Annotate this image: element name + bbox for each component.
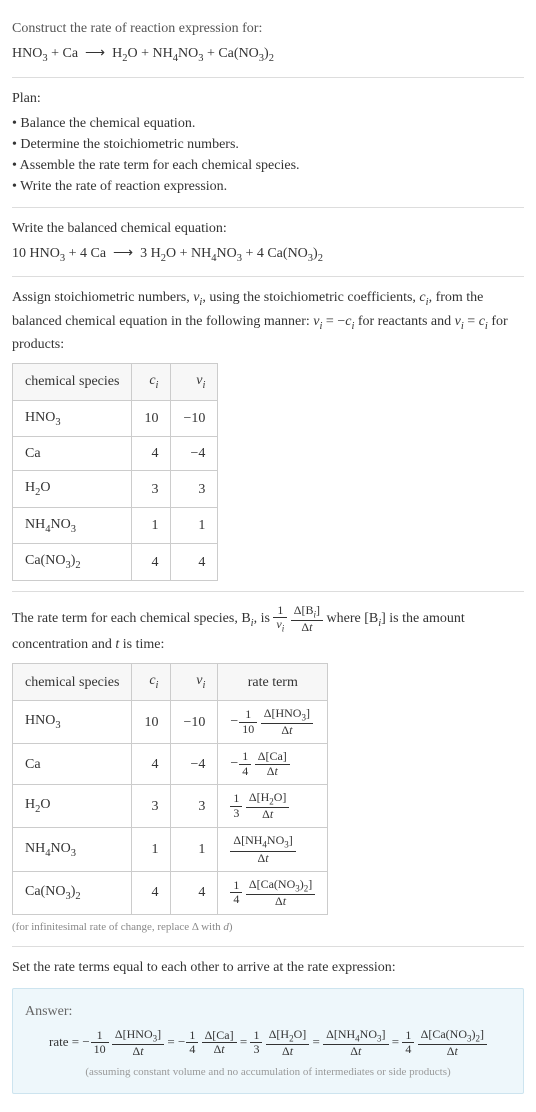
header-section: Construct the rate of reaction expressio… (12, 8, 524, 78)
cell-vi: −10 (171, 700, 218, 743)
answer-box: Answer: rate = −110 Δ[HNO3]Δt = −14 Δ[Ca… (12, 988, 524, 1094)
stoich-table-2: chemical species ci νi rate term HNO310−… (12, 663, 328, 915)
cell-rate: Δ[NH4NO3]Δt (218, 828, 328, 871)
table-row: Ca4−4 (13, 437, 218, 471)
answer-note: (assuming constant volume and no accumul… (25, 1064, 511, 1081)
table2-note: (for infinitesimal rate of change, repla… (12, 919, 524, 936)
col-species: chemical species (13, 664, 132, 701)
page-container: Construct the rate of reaction expressio… (0, 0, 536, 1112)
stoich-table-1: chemical species ci νi HNO310−10Ca4−4H2O… (12, 363, 218, 581)
answer-label: Answer: (25, 1001, 511, 1022)
balanced-equation: 10 HNO3 + 4 Ca ⟶ 3 H2O + NH4NO3 + 4 Ca(N… (12, 243, 524, 267)
rateterm-text-a: The rate term for each chemical species,… (12, 611, 273, 626)
col-species: chemical species (13, 364, 132, 401)
balanced-section: Write the balanced chemical equation: 10… (12, 208, 524, 278)
plan-item: Determine the stoichiometric numbers. (12, 134, 524, 155)
balanced-prompt: Write the balanced chemical equation: (12, 218, 524, 239)
header-prompt: Construct the rate of reaction expressio… (12, 18, 524, 39)
cell-rate: −110 Δ[HNO3]Δt (218, 700, 328, 743)
cell-ci: 4 (132, 871, 171, 914)
cell-species: Ca(NO3)2 (13, 871, 132, 914)
col-ci: ci (132, 364, 171, 401)
table-row: NH4NO311 (13, 507, 218, 544)
cell-ci: 4 (132, 744, 171, 784)
cell-species: Ca (13, 744, 132, 784)
cell-ci: 1 (132, 828, 171, 871)
col-ci: ci (132, 664, 171, 701)
cell-vi: 4 (171, 544, 218, 581)
cell-vi: 3 (171, 784, 218, 827)
cell-rate: 14 Δ[Ca(NO3)2]Δt (218, 871, 328, 914)
plan-section: Plan: Balance the chemical equation. Det… (12, 78, 524, 208)
rateterm-section: The rate term for each chemical species,… (12, 592, 524, 947)
cell-rate: 13 Δ[H2O]Δt (218, 784, 328, 827)
cell-vi: 3 (171, 471, 218, 508)
cell-species: HNO3 (13, 700, 132, 743)
col-rate: rate term (218, 664, 328, 701)
rateterm-text: The rate term for each chemical species,… (12, 604, 524, 655)
cell-ci: 4 (132, 544, 171, 581)
col-vi: νi (171, 664, 218, 701)
cell-vi: −4 (171, 744, 218, 784)
cell-vi: 1 (171, 828, 218, 871)
cell-vi: 4 (171, 871, 218, 914)
cell-species: Ca (13, 437, 132, 471)
table-row: Ca(NO3)244 (13, 544, 218, 581)
cell-species: H2O (13, 471, 132, 508)
unbalanced-equation: HNO3 + Ca ⟶ H2O + NH4NO3 + Ca(NO3)2 (12, 43, 524, 67)
plan-title: Plan: (12, 88, 524, 109)
cell-species: Ca(NO3)2 (13, 544, 132, 581)
answer-equation: rate = −110 Δ[HNO3]Δt = −14 Δ[Ca]Δt = 13… (25, 1028, 511, 1058)
plan-item: Balance the chemical equation. (12, 113, 524, 134)
table-row: HNO310−10 (13, 400, 218, 437)
plan-item: Assemble the rate term for each chemical… (12, 155, 524, 176)
cell-ci: 10 (132, 400, 171, 437)
final-section: Set the rate terms equal to each other t… (12, 947, 524, 1104)
table-row: H2O3313 Δ[H2O]Δt (13, 784, 328, 827)
cell-vi: −10 (171, 400, 218, 437)
cell-ci: 4 (132, 437, 171, 471)
cell-ci: 10 (132, 700, 171, 743)
plan-list: Balance the chemical equation. Determine… (12, 113, 524, 197)
table-header-row: chemical species ci νi rate term (13, 664, 328, 701)
table-row: Ca(NO3)24414 Δ[Ca(NO3)2]Δt (13, 871, 328, 914)
table-row: H2O33 (13, 471, 218, 508)
table-row: HNO310−10−110 Δ[HNO3]Δt (13, 700, 328, 743)
assign-text: Assign stoichiometric numbers, νi, using… (12, 287, 524, 355)
cell-species: HNO3 (13, 400, 132, 437)
cell-rate: −14 Δ[Ca]Δt (218, 744, 328, 784)
frac-dBi-dt: Δ[Bi]Δt (291, 604, 323, 634)
table-row: Ca4−4−14 Δ[Ca]Δt (13, 744, 328, 784)
rateterm-formula: 1νi Δ[Bi]Δt (273, 611, 326, 626)
cell-species: H2O (13, 784, 132, 827)
cell-species: NH4NO3 (13, 507, 132, 544)
frac-1-over-vi: 1νi (273, 604, 287, 634)
cell-ci: 3 (132, 471, 171, 508)
cell-vi: −4 (171, 437, 218, 471)
cell-species: NH4NO3 (13, 828, 132, 871)
final-prompt: Set the rate terms equal to each other t… (12, 957, 524, 978)
table-header-row: chemical species ci νi (13, 364, 218, 401)
assign-section: Assign stoichiometric numbers, νi, using… (12, 277, 524, 592)
col-vi: νi (171, 364, 218, 401)
plan-item: Write the rate of reaction expression. (12, 176, 524, 197)
cell-ci: 1 (132, 507, 171, 544)
table-row: NH4NO311Δ[NH4NO3]Δt (13, 828, 328, 871)
cell-ci: 3 (132, 784, 171, 827)
cell-vi: 1 (171, 507, 218, 544)
